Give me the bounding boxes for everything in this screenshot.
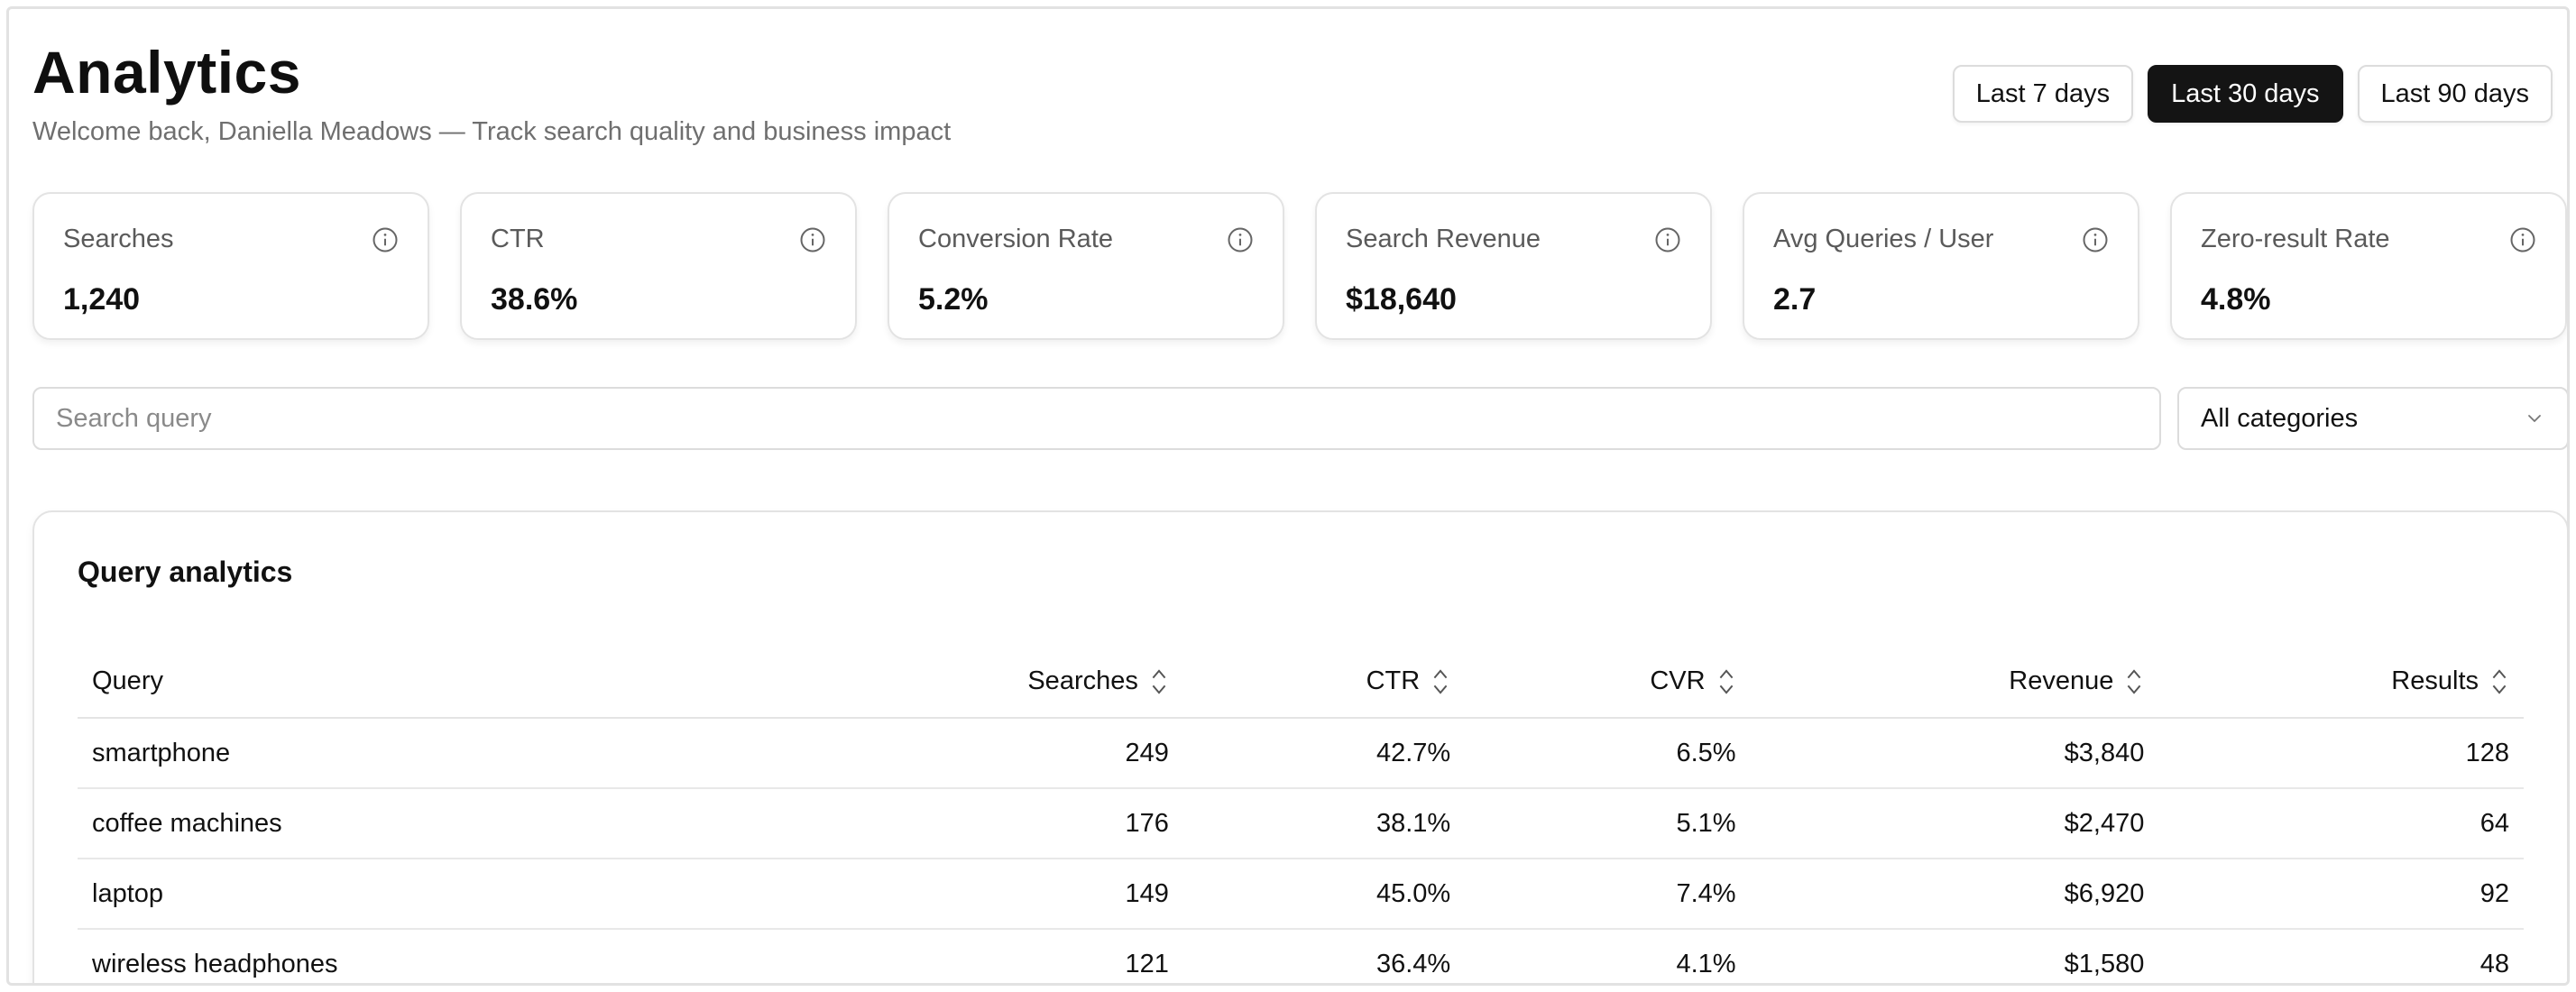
search-query-input[interactable] <box>32 387 2161 450</box>
column-header-label: Searches <box>1027 666 1138 695</box>
cell-ctr: 42.7% <box>1182 718 1466 789</box>
date-range-selector: Last 7 days Last 30 days Last 90 days <box>1952 65 2553 123</box>
kpi-card-searches: Searches 1,240 <box>32 192 429 340</box>
cell-results: 64 <box>2158 788 2524 859</box>
column-header-label: Results <box>2391 666 2479 695</box>
cell-query: coffee machines <box>78 788 761 859</box>
chevron-down-icon <box>2528 415 2541 422</box>
cell-results: 48 <box>2158 929 2524 983</box>
kpi-value: 38.6% <box>491 282 578 317</box>
analytics-page: Analytics Welcome back, Daniella Meadows… <box>27 9 2567 983</box>
info-icon[interactable] <box>799 226 826 253</box>
table-row[interactable]: wireless headphones 121 36.4% 4.1% $1,58… <box>78 929 2524 983</box>
cell-query: laptop <box>78 859 761 930</box>
kpi-value: 5.2% <box>918 282 989 317</box>
column-header-label: CTR <box>1366 666 1421 695</box>
kpi-cards: Searches 1,240 CTR 38.6% Conversion Rate… <box>32 192 2567 340</box>
cell-revenue: $2,470 <box>1750 788 2159 859</box>
kpi-value: 4.8% <box>2201 282 2271 317</box>
cell-cvr: 7.4% <box>1465 859 1751 930</box>
cell-revenue: $3,840 <box>1750 718 2159 789</box>
kpi-label: Zero-result Rate <box>2201 225 2390 253</box>
kpi-label: Conversion Rate <box>918 225 1113 253</box>
query-analytics-card: Query analytics Query Searches CTR CVR R… <box>32 510 2567 983</box>
cell-query: smartphone <box>78 718 761 789</box>
query-analytics-table: Query Searches CTR CVR Revenue Results s… <box>78 646 2524 983</box>
kpi-card-zero-result-rate: Zero-result Rate 4.8% <box>2170 192 2567 340</box>
table-row[interactable]: laptop 149 45.0% 7.4% $6,920 92 <box>78 859 2524 930</box>
table-header-row: Query Searches CTR CVR Revenue Results <box>78 646 2524 719</box>
app-frame: Analytics Welcome back, Daniella Meadows… <box>6 6 2570 986</box>
kpi-card-avg-queries-per-user: Avg Queries / User 2.7 <box>1743 192 2139 340</box>
column-header-query: Query <box>78 646 761 719</box>
info-icon[interactable] <box>2082 226 2109 253</box>
kpi-value: 1,240 <box>63 282 141 317</box>
kpi-label: Searches <box>63 225 174 253</box>
cell-revenue: $6,920 <box>1750 859 2159 930</box>
page-title: Analytics <box>32 39 301 106</box>
cell-searches: 176 <box>760 788 1183 859</box>
info-icon[interactable] <box>2509 226 2536 253</box>
table-title: Query analytics <box>78 556 293 588</box>
sort-icon[interactable] <box>2489 666 2509 698</box>
column-header-ctr[interactable]: CTR <box>1182 646 1466 719</box>
cell-searches: 149 <box>760 859 1183 930</box>
info-icon[interactable] <box>1227 226 1254 253</box>
kpi-card-search-revenue: Search Revenue $18,640 <box>1315 192 1712 340</box>
range-last-30-days-button[interactable]: Last 30 days <box>2148 65 2343 123</box>
column-header-label: Revenue <box>2009 666 2114 695</box>
cell-results: 128 <box>2158 718 2524 789</box>
column-header-revenue[interactable]: Revenue <box>1750 646 2159 719</box>
table-row[interactable]: smartphone 249 42.7% 6.5% $3,840 128 <box>78 718 2524 789</box>
cell-results: 92 <box>2158 859 2524 930</box>
kpi-value: $18,640 <box>1346 282 1457 317</box>
cell-ctr: 38.1% <box>1182 788 1466 859</box>
column-header-results[interactable]: Results <box>2158 646 2524 719</box>
category-select-value: All categories <box>2201 403 2359 433</box>
column-header-cvr[interactable]: CVR <box>1465 646 1751 719</box>
column-header-label: CVR <box>1650 666 1706 695</box>
cell-revenue: $1,580 <box>1750 929 2159 983</box>
column-header-searches[interactable]: Searches <box>760 646 1183 719</box>
kpi-card-ctr: CTR 38.6% <box>460 192 857 340</box>
cell-query: wireless headphones <box>78 929 761 983</box>
cell-cvr: 4.1% <box>1465 929 1751 983</box>
sort-icon[interactable] <box>1716 666 1736 698</box>
info-icon[interactable] <box>1654 226 1681 253</box>
page-subtitle: Welcome back, Daniella Meadows — Track s… <box>32 117 952 146</box>
kpi-label: CTR <box>491 225 545 253</box>
range-last-90-days-button[interactable]: Last 90 days <box>2357 65 2553 123</box>
sort-icon[interactable] <box>2124 666 2144 698</box>
range-last-7-days-button[interactable]: Last 7 days <box>1952 65 2134 123</box>
cell-ctr: 45.0% <box>1182 859 1466 930</box>
cell-ctr: 36.4% <box>1182 929 1466 983</box>
cell-searches: 249 <box>760 718 1183 789</box>
cell-cvr: 6.5% <box>1465 718 1751 789</box>
info-icon[interactable] <box>372 226 399 253</box>
sort-icon[interactable] <box>1149 666 1169 698</box>
table-row[interactable]: coffee machines 176 38.1% 5.1% $2,470 64 <box>78 788 2524 859</box>
kpi-label: Search Revenue <box>1346 225 1541 253</box>
kpi-card-conversion-rate: Conversion Rate 5.2% <box>888 192 1284 340</box>
cell-searches: 121 <box>760 929 1183 983</box>
sort-icon[interactable] <box>1431 666 1450 698</box>
kpi-value: 2.7 <box>1773 282 1817 317</box>
kpi-label: Avg Queries / User <box>1773 225 1994 253</box>
category-select[interactable]: All categories <box>2177 387 2567 450</box>
cell-cvr: 5.1% <box>1465 788 1751 859</box>
